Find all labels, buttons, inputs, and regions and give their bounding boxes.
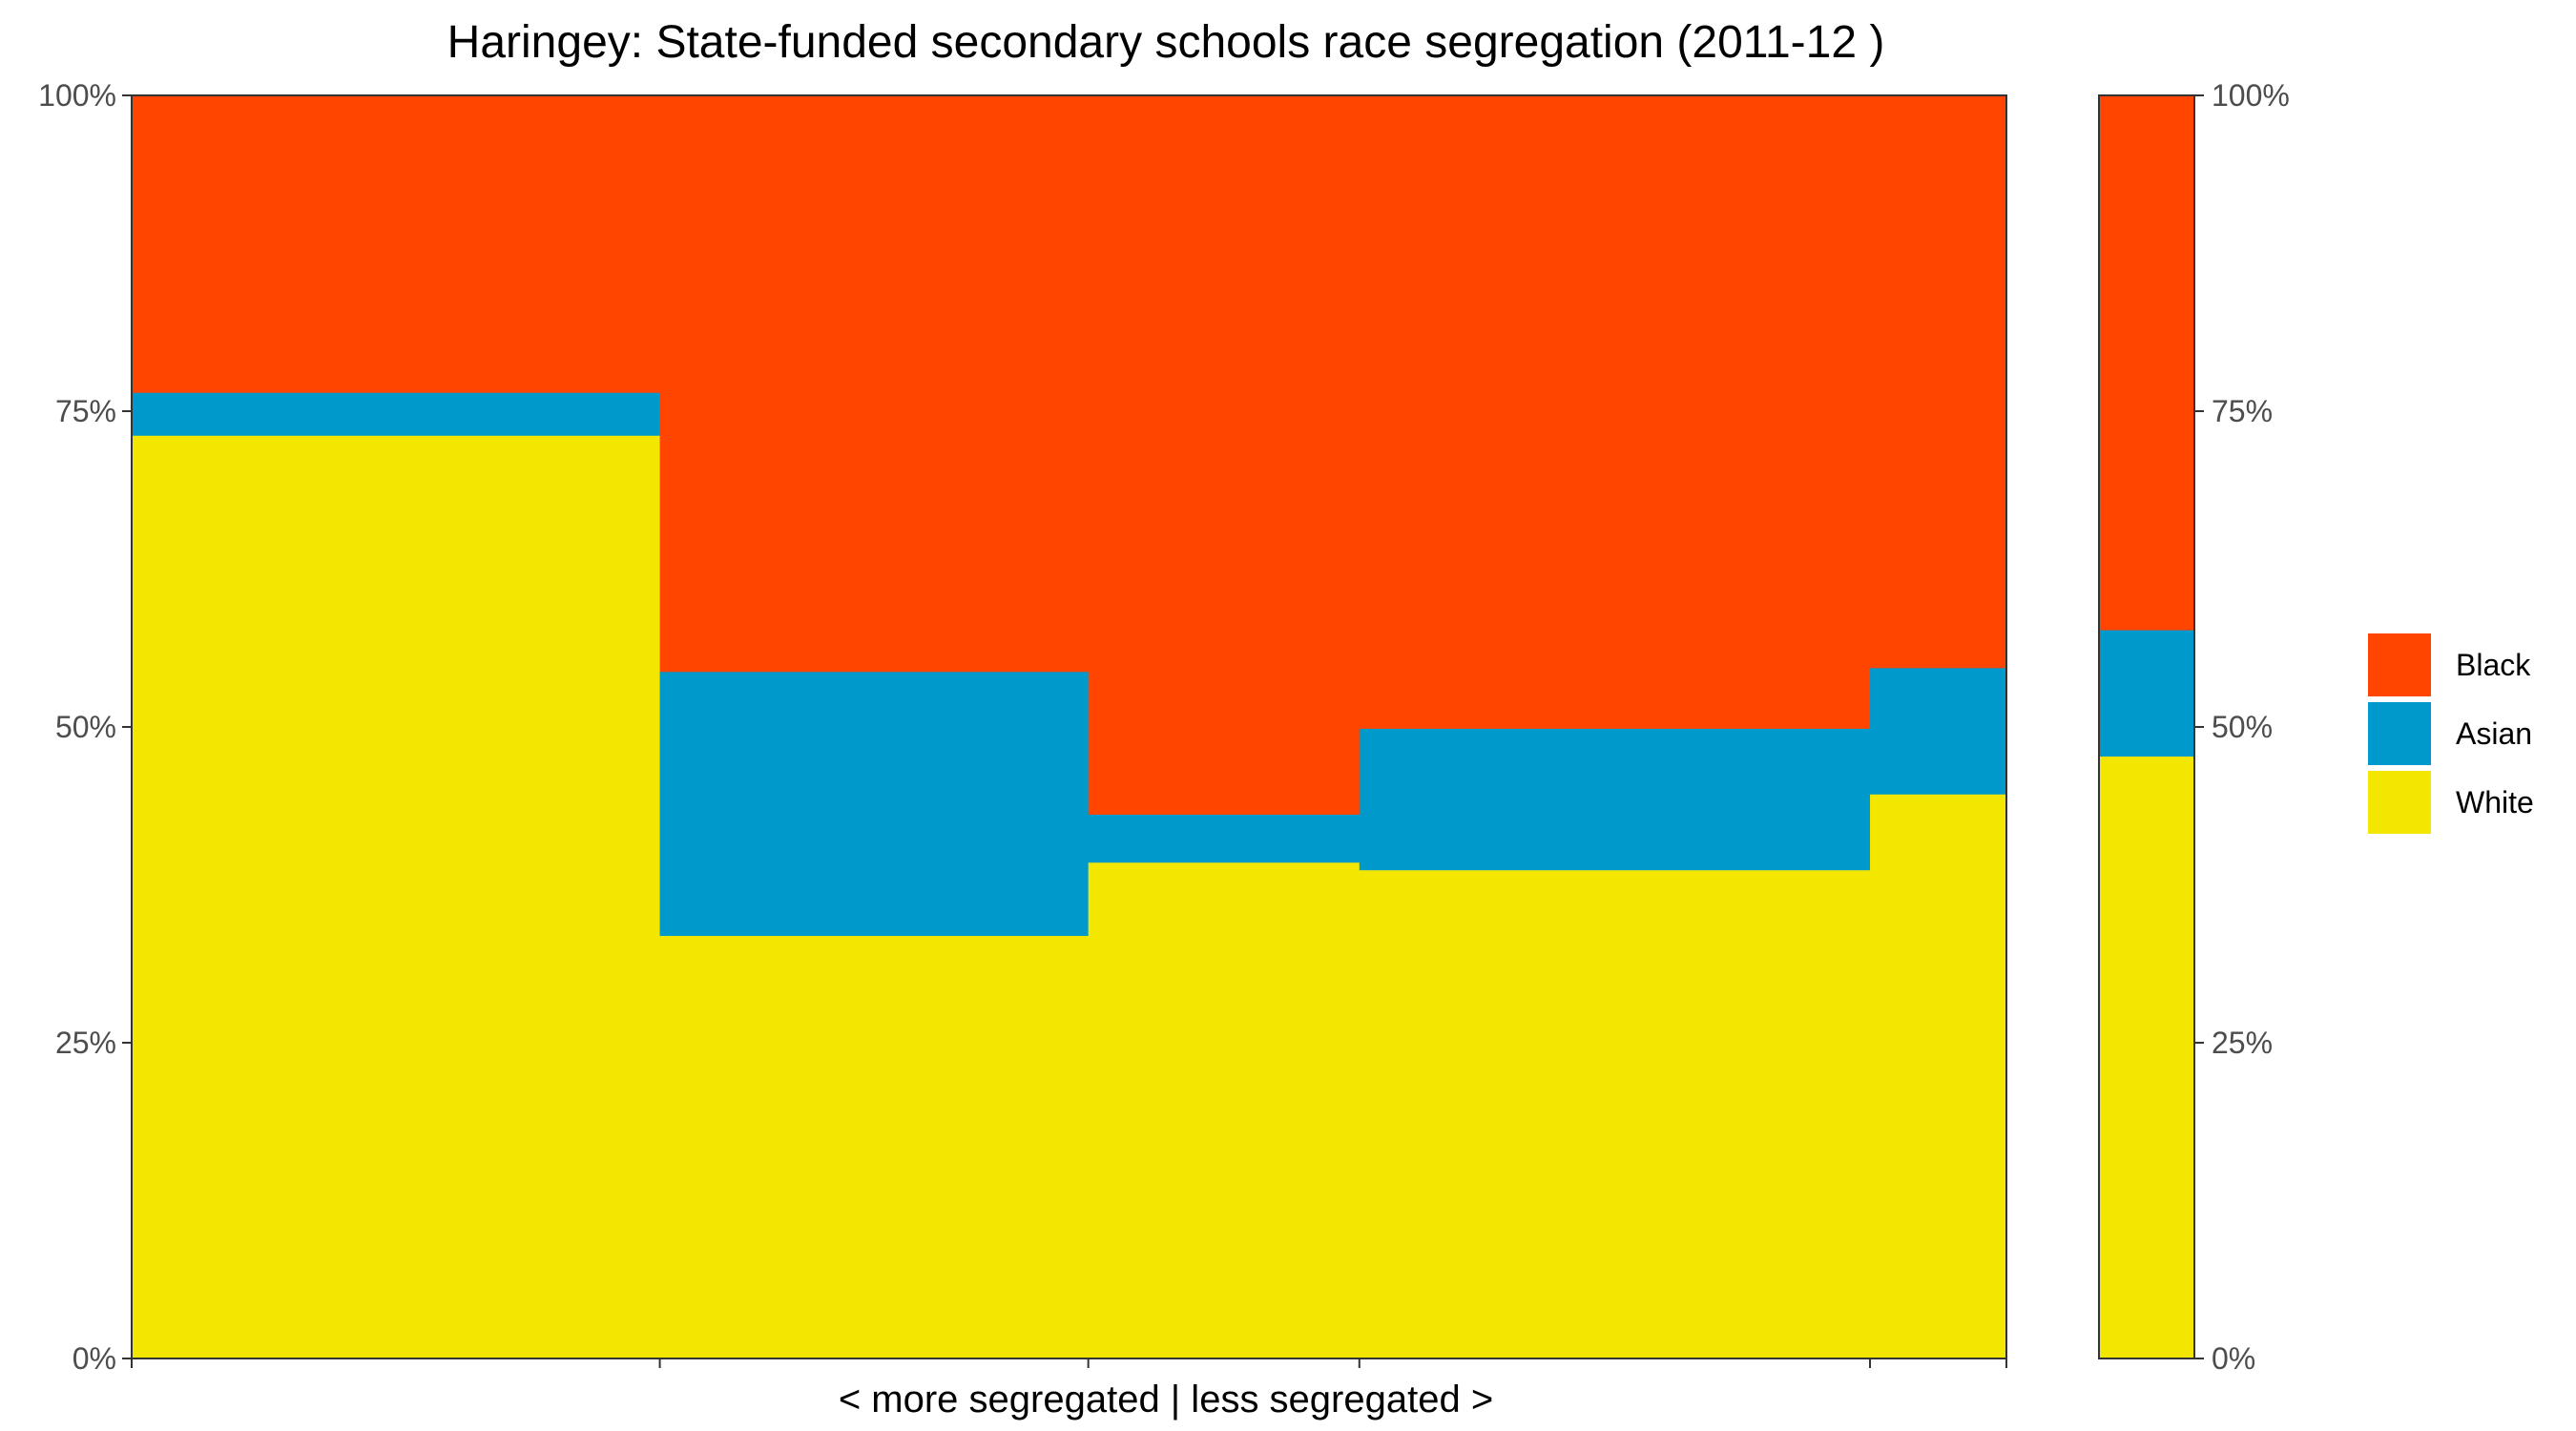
bar-segment-white-2 (659, 935, 1090, 1359)
y-tick-label-right: 50% (2212, 710, 2273, 744)
bar-segment-asian-3 (1088, 814, 1361, 863)
overall-segment-black (2099, 95, 2194, 631)
legend-label-asian: Asian (2456, 716, 2532, 751)
chart-title: Haringey: State-funded secondary schools… (447, 17, 1885, 68)
y-tick-label-left: 75% (55, 394, 116, 428)
y-tick-label-left: 25% (55, 1026, 116, 1060)
bar-segment-black-2 (659, 95, 1090, 673)
main-panel (132, 95, 2007, 1359)
legend-label-white: White (2456, 785, 2534, 819)
overall-segment-white (2099, 756, 2194, 1359)
bar-segment-asian-4 (1359, 728, 1871, 871)
bar-segment-white-5 (1870, 794, 2007, 1359)
y-tick-label-left: 0% (73, 1341, 116, 1376)
legend-swatch-black (2368, 633, 2431, 696)
bar-segment-black-5 (1870, 95, 2007, 669)
bar-segment-white-3 (1088, 861, 1361, 1359)
y-tick-label-right: 25% (2212, 1026, 2273, 1060)
y-tick-label-left: 50% (55, 710, 116, 744)
x-axis-label: < more segregated | less segregated > (839, 1379, 1493, 1421)
y-tick-label-left: 100% (38, 78, 116, 113)
bar-segment-white-4 (1359, 869, 1871, 1359)
bar-segment-asian-2 (659, 671, 1090, 937)
bar-segment-black-3 (1088, 95, 1361, 815)
legend-label-black: Black (2456, 648, 2531, 682)
legend: Black Asian White (2368, 633, 2534, 834)
y-tick-label-right: 0% (2212, 1341, 2255, 1376)
bar-segment-asian-5 (1870, 667, 2007, 795)
bar-segment-white-1 (132, 435, 661, 1359)
overall-panel (2099, 95, 2194, 1359)
y-tick-label-right: 75% (2212, 394, 2273, 428)
overall-segment-asian (2099, 630, 2194, 757)
bar-segment-asian-1 (132, 392, 661, 436)
bar-segment-black-1 (132, 95, 661, 393)
legend-swatch-asian (2368, 702, 2431, 765)
bar-segment-black-4 (1359, 95, 1871, 729)
axes: 0% 0% 25% 25% 50% 50% 75% 75% 100% 100% (38, 78, 2290, 1376)
y-tick-label-right: 100% (2212, 78, 2290, 113)
legend-swatch-white (2368, 771, 2431, 834)
